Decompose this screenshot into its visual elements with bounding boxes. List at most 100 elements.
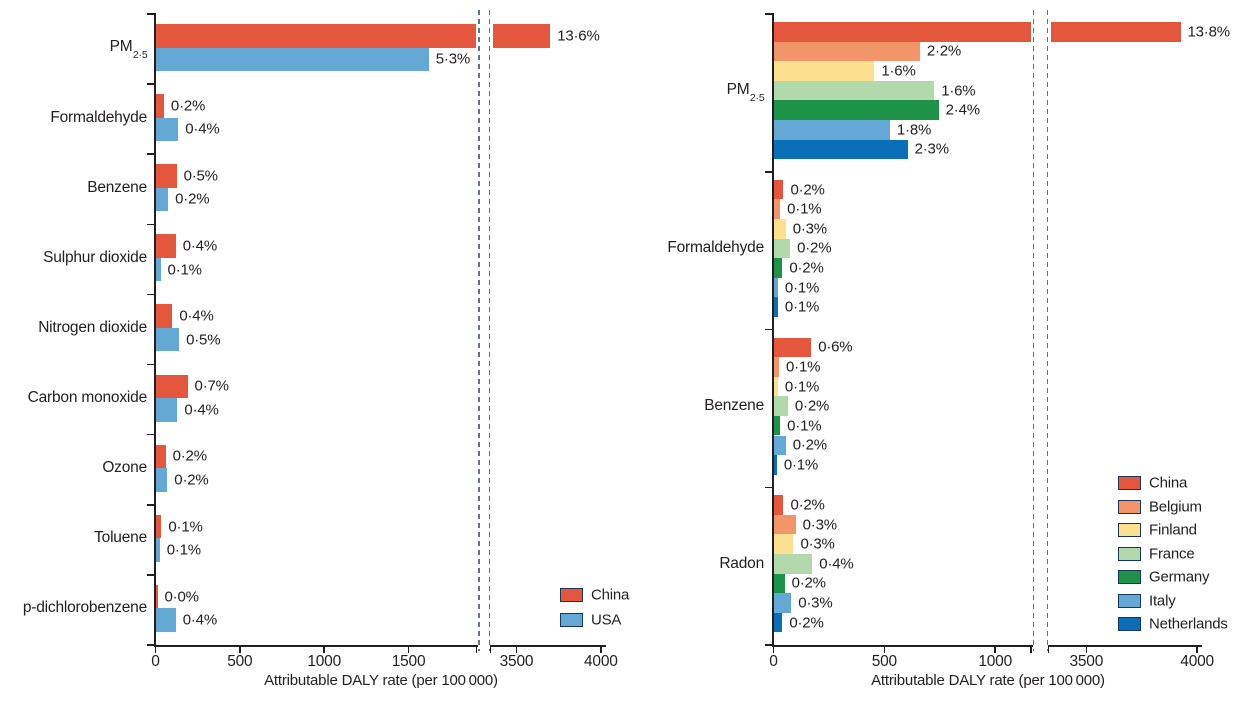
- bar-left-usa-8: [155, 608, 176, 632]
- bar-left-usa-3: [155, 257, 161, 282]
- x-axis-tick-right: [994, 645, 996, 653]
- x-axis-tick-left: [515, 645, 518, 653]
- bar-left-china-8: [155, 584, 158, 609]
- value-label-right-finland-0: 1·6%: [881, 62, 916, 80]
- x-tick-label-left-1000: 1000: [307, 653, 342, 670]
- value-label-left-usa-2: 0·2%: [175, 190, 210, 208]
- value-label-right-netherlands-1: 0·1%: [784, 298, 820, 316]
- value-label-right-italy-0: 1·8%: [896, 121, 932, 139]
- value-label-left-usa-3: 0·1%: [167, 261, 202, 279]
- value-label-right-china-0: 13·8%: [1187, 23, 1231, 41]
- category-label-left-8: p-dichlorobenzene: [22, 599, 147, 617]
- axis-break-line-left-2: [488, 10, 491, 651]
- value-label-right-italy-1: 0·1%: [784, 279, 820, 297]
- value-label-right-belgium-3: 0·3%: [802, 516, 837, 534]
- category-label-left-7: Toluene: [94, 529, 147, 547]
- legend-label-left-china: China: [591, 586, 630, 604]
- bar-right-finland-1: [773, 218, 786, 239]
- value-label-left-usa-7: 0·1%: [166, 541, 201, 559]
- value-label-left-china-5: 0·7%: [194, 377, 229, 395]
- category-label-left-5: Carbon monoxide: [27, 389, 148, 407]
- legend-swatch-right-france: [1118, 546, 1141, 561]
- bar-right-belgium-0: [773, 41, 920, 62]
- legend-swatch-right-belgium: [1118, 499, 1141, 514]
- y-axis-tick-left: [146, 83, 156, 85]
- x-axis-tick-left: [475, 645, 478, 653]
- x-tick-label-left-500: 500: [227, 653, 253, 670]
- x-tick-label-left-4000: 4000: [583, 653, 618, 670]
- category-subscript: 2·5: [749, 91, 765, 104]
- y-axis-tick-left: [146, 644, 156, 646]
- value-label-right-italy-2: 0·2%: [792, 436, 827, 454]
- x-axis-seg2-right: [1048, 645, 1202, 647]
- y-axis-tick-left: [146, 293, 156, 296]
- value-label-right-germany-3: 0·2%: [791, 574, 826, 592]
- axis-break-line-left-1: [478, 10, 480, 651]
- legend-swatch-right-netherlands: [1118, 617, 1141, 631]
- legend-label-right-belgium: Belgium: [1149, 498, 1202, 515]
- bar-right-belgium-2: [773, 357, 780, 377]
- x-axis-tick-left: [600, 645, 602, 653]
- value-label-right-belgium-2: 0·1%: [786, 358, 821, 376]
- value-label-right-italy-3: 0·3%: [798, 594, 833, 612]
- legend-swatch-left-china: [560, 588, 583, 602]
- x-axis-tick-left: [154, 645, 157, 653]
- bar-right-italy-0: [773, 120, 890, 140]
- y-axis-tick-left: [146, 153, 156, 155]
- legend-label-left-usa: USA: [591, 611, 622, 629]
- bar-right-italy-1: [773, 277, 778, 298]
- x-tick-label-right-0: 0: [769, 653, 778, 670]
- value-label-left-china-7: 0·1%: [168, 518, 203, 536]
- legend-swatch-right-finland: [1118, 523, 1141, 537]
- y-axis-tick-right: [764, 171, 774, 173]
- value-label-right-germany-0: 2·4%: [945, 101, 980, 119]
- category-label-right-1: Formaldehyde: [667, 239, 764, 257]
- value-label-right-germany-2: 0·1%: [787, 417, 822, 435]
- x-axis-tick-right: [1085, 645, 1088, 653]
- x-axis-tick-right: [772, 645, 775, 653]
- category-label-left-4: Nitrogen dioxide: [38, 318, 147, 336]
- value-label-right-france-2: 0·2%: [794, 397, 830, 415]
- legend-label-right-netherlands: Netherlands: [1149, 615, 1228, 633]
- bar-left-china-6: [155, 444, 166, 469]
- value-label-left-china-6: 0·2%: [172, 447, 207, 465]
- x-axis-tick-left: [407, 645, 410, 653]
- value-label-right-netherlands-3: 0·2%: [789, 614, 824, 632]
- y-axis-tick-right: [764, 644, 774, 646]
- x-tick-label-right-4000: 4000: [1180, 653, 1214, 670]
- value-label-right-finland-1: 0·3%: [792, 220, 827, 238]
- bar-right-belgium-1: [773, 199, 781, 219]
- legend-swatch-left-usa: [560, 613, 583, 627]
- bar-left-china-7: [155, 514, 162, 539]
- x-tick-label-left-3500: 3500: [499, 653, 534, 670]
- x-tick-label-left-1500: 1500: [391, 653, 426, 670]
- bar-right-netherlands-1: [773, 297, 778, 317]
- legend-swatch-right-italy: [1118, 593, 1141, 608]
- value-label-left-usa-0: 5·3%: [435, 50, 470, 68]
- value-label-left-china-2: 0·5%: [183, 167, 218, 185]
- value-label-right-finland-3: 0·3%: [800, 535, 835, 553]
- bar-left-china-3: [155, 234, 176, 258]
- value-label-left-china-4: 0·4%: [179, 307, 214, 325]
- y-axis-tick-left: [146, 504, 156, 506]
- axis-break-line-right-2: [1046, 10, 1049, 651]
- value-label-left-china-1: 0·2%: [170, 97, 206, 115]
- value-label-right-france-3: 0·4%: [819, 555, 854, 573]
- value-label-left-usa-1: 0·4%: [185, 120, 220, 138]
- y-axis-tick-left: [146, 13, 156, 15]
- bar-right-italy-2: [773, 435, 786, 456]
- x-axis-tick-right: [1196, 645, 1198, 653]
- value-label-right-finland-2: 0·1%: [784, 378, 820, 395]
- x-axis-seg1-left: [154, 645, 478, 647]
- x-axis-tick-left: [323, 645, 325, 653]
- value-label-right-germany-1: 0·2%: [789, 259, 824, 277]
- axis-break-gap-right: [1030, 8, 1051, 643]
- x-axis-tick-right: [1030, 645, 1032, 653]
- x-tick-label-right-1000: 1000: [978, 653, 1013, 670]
- bar-right-china-3: [773, 495, 784, 515]
- bar-right-finland-3: [773, 534, 794, 555]
- x-axis-title-left: Attributable DALY rate (per 100 000): [264, 672, 498, 689]
- legend-swatch-right-germany: [1118, 570, 1141, 584]
- value-label-right-belgium-1: 0·1%: [787, 200, 822, 218]
